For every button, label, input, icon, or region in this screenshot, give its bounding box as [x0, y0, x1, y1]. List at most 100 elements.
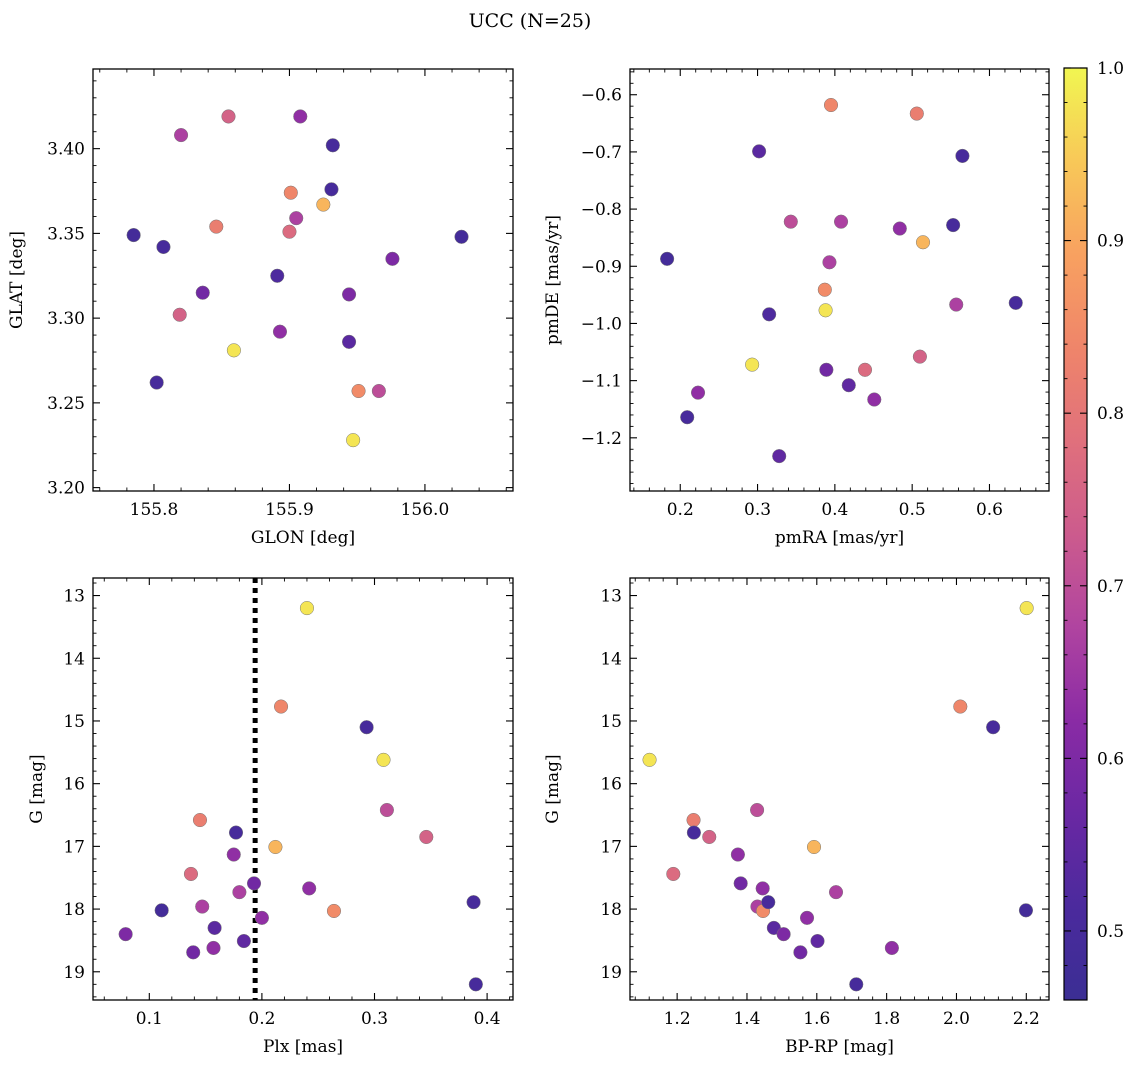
scatter-point	[174, 128, 189, 143]
y-tick-label: 3.20	[47, 479, 85, 499]
colorbar-tick-label: 0.7	[1097, 577, 1124, 597]
scatter-point	[324, 182, 339, 197]
scatter-point	[762, 307, 777, 322]
scatter-point	[186, 945, 201, 960]
scatter-point	[949, 297, 964, 312]
x-tick-label: 0.3	[744, 500, 771, 520]
figure-title: UCC (N=25)	[469, 10, 592, 32]
x-tick-label: 0.2	[667, 500, 694, 520]
scatter-point	[254, 910, 269, 925]
panel-bprp-g: 1.2 1.4 1.6 1.8 2.0 2.2 13 14 15 16 17 18 19 BP-RP [m…	[543, 577, 1050, 1057]
scatter-point	[342, 287, 357, 302]
scatter-point	[226, 847, 241, 862]
scatter-point	[156, 239, 171, 255]
y-axis-label: GLAT [deg]	[7, 231, 27, 329]
scatter-point	[282, 224, 297, 239]
scatter-point	[783, 214, 798, 229]
x-tick-label: 1.2	[664, 1009, 691, 1029]
scatter-point	[1008, 295, 1023, 310]
x-tick-label: 2.0	[943, 1009, 970, 1029]
x-axis-label: pmRA [mas/yr]	[775, 528, 904, 548]
scatter-point	[283, 185, 298, 200]
y-tick-label: 19	[600, 963, 622, 983]
scatter-point	[818, 303, 833, 318]
scatter-point	[221, 109, 236, 124]
scatter-point	[371, 383, 386, 399]
scatter-point	[302, 881, 317, 896]
scatter-point	[207, 920, 222, 935]
y-tick-label: −1.0	[581, 314, 622, 334]
scatter-point	[195, 285, 210, 300]
scatter-point	[642, 752, 657, 767]
axes-frame	[629, 577, 1050, 1001]
scatter-point	[822, 255, 837, 270]
scatter-point	[867, 392, 882, 407]
x-tick-label: 1.6	[803, 1009, 830, 1029]
y-tick-label: 17	[63, 837, 85, 857]
y-tick-label: 15	[63, 712, 85, 732]
scatter-point	[833, 214, 849, 229]
scatter-point	[690, 385, 706, 400]
scatter-point	[293, 109, 308, 124]
scatter-point	[299, 601, 314, 616]
scatter-point	[192, 812, 208, 828]
colorbar-frame	[1063, 67, 1088, 1001]
x-tick-label: 2.2	[1013, 1009, 1040, 1029]
colorbar-tick-label: 1.0	[1097, 59, 1124, 79]
scatter-point	[680, 410, 695, 425]
scatter-point	[686, 812, 701, 828]
scatter-point	[799, 910, 815, 925]
scatter-point	[206, 940, 221, 956]
y-tick-label: −1.2	[581, 429, 622, 449]
y-tick-label: −0.8	[581, 200, 622, 220]
scatter-point	[270, 268, 285, 283]
x-axis-label: BP-RP [mag]	[785, 1037, 894, 1057]
scatter-point	[817, 282, 832, 297]
colorbar-tick-label: 0.5	[1097, 922, 1124, 942]
x-tick-label: 156.0	[401, 500, 450, 520]
y-tick-label: 17	[600, 837, 622, 857]
scatter-point	[342, 334, 357, 349]
y-tick-label: 14	[63, 649, 85, 669]
scatter-point	[289, 211, 304, 226]
y-tick-label: −0.6	[581, 86, 622, 106]
colorbar-tick-label: 0.6	[1097, 749, 1124, 769]
panel-plx-g: 0.1 0.2 0.3 0.4 13 14 15 16 17 18 19 Plx [mas] G [ma…	[27, 577, 514, 1057]
axes-frame	[629, 68, 1050, 492]
x-tick-label: 0.4	[821, 500, 848, 520]
scatter-point	[892, 221, 907, 236]
scatter-point	[755, 881, 770, 896]
scatter-point	[986, 720, 1001, 735]
scatter-point	[666, 866, 681, 882]
x-tick-label: 0.1	[136, 1009, 163, 1029]
scatter-point	[752, 144, 767, 159]
y-tick-label: 18	[63, 900, 85, 920]
y-tick-label: 16	[600, 775, 622, 795]
y-tick-label: 3.30	[47, 309, 85, 329]
y-tick-label: 15	[600, 712, 622, 732]
scatter-point	[126, 228, 141, 243]
scatter-point	[272, 324, 288, 339]
scatter-point	[232, 885, 247, 900]
colorbar-gradient	[1064, 68, 1087, 1000]
scatter-point	[884, 940, 899, 956]
scatter-point	[857, 362, 873, 377]
y-tick-label: 14	[600, 649, 622, 669]
colorbar-tick-label: 0.8	[1097, 404, 1124, 424]
scatter-point	[819, 362, 834, 377]
scatter-point	[730, 847, 745, 862]
y-tick-label: 19	[63, 963, 85, 983]
scatter-point	[325, 138, 340, 153]
scatter-point	[228, 825, 244, 840]
x-tick-label: 0.2	[248, 1009, 275, 1029]
scatter-point	[733, 876, 748, 891]
scatter-point	[1019, 601, 1034, 616]
y-tick-label: 3.25	[47, 394, 85, 414]
scatter-point	[953, 699, 968, 714]
panel-glon-glat: 155.8 155.9 156.0 3.20 3.25 3.30 3.35 3.40 GLON …	[7, 68, 514, 548]
scatter-point	[346, 433, 361, 448]
scatter-point	[828, 885, 844, 900]
axes-frame	[92, 68, 514, 492]
y-tick-label: −0.7	[581, 143, 622, 163]
